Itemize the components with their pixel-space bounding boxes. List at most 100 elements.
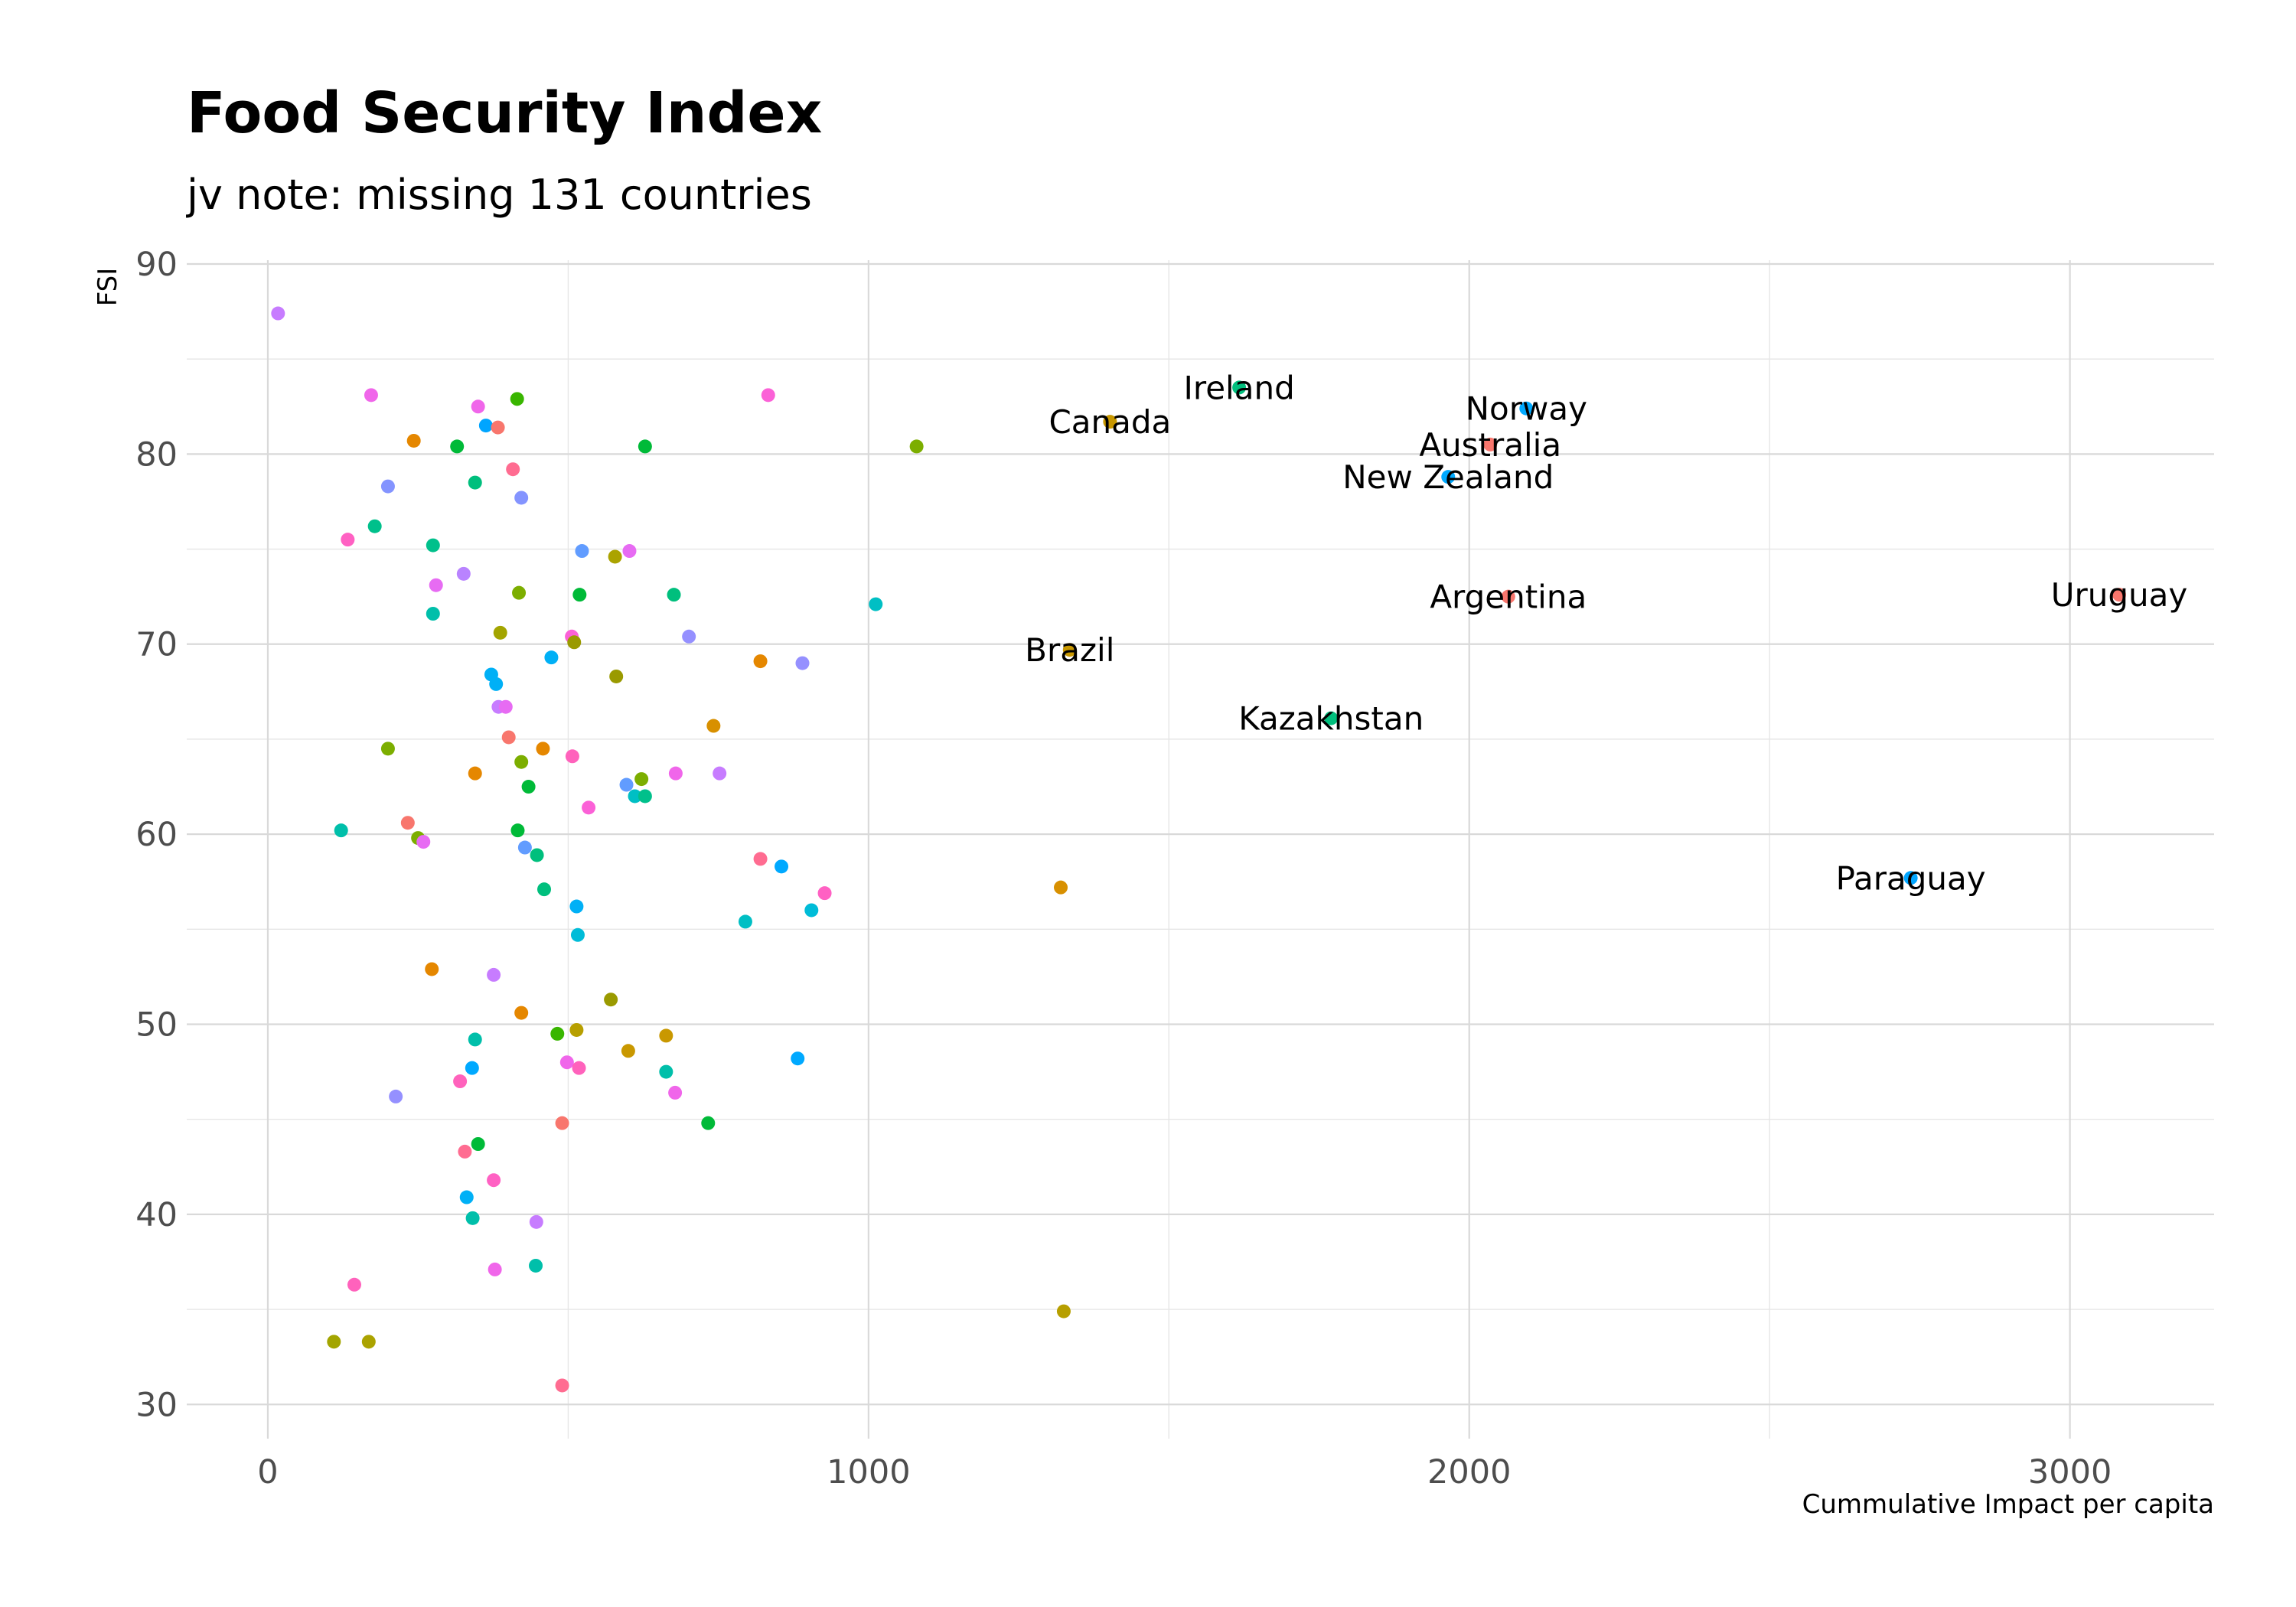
data-point: [478, 419, 493, 433]
data-point: [1903, 871, 1918, 885]
data-point: [619, 777, 634, 792]
data-point: [380, 479, 395, 494]
data-point: [638, 439, 652, 454]
data-point: [501, 730, 516, 745]
data-point: [487, 967, 501, 982]
data-point: [514, 491, 529, 505]
data-point: [706, 719, 721, 733]
data-point: [406, 433, 421, 448]
data-point: [468, 766, 482, 781]
data-point: [608, 549, 622, 564]
data-point: [380, 742, 395, 756]
data-point: [1501, 589, 1515, 604]
data-point: [327, 1335, 341, 1349]
data-point: [1441, 470, 1456, 484]
country-label: Canada: [1049, 403, 1171, 441]
data-point: [361, 1335, 376, 1349]
data-point: [659, 1028, 673, 1043]
data-point: [510, 823, 525, 838]
country-label: Norway: [1466, 390, 1587, 428]
data-point: [510, 392, 524, 406]
data-point: [450, 439, 465, 454]
y-tick-label: 60: [135, 816, 178, 854]
data-point: [459, 1190, 474, 1204]
data-point: [609, 669, 624, 683]
data-point: [271, 306, 285, 321]
data-point: [1062, 643, 1077, 657]
data-point: [425, 962, 439, 976]
data-point: [1483, 437, 1498, 451]
data-point: [536, 742, 550, 756]
data-point: [529, 1214, 543, 1229]
data-point: [468, 475, 482, 490]
data-point: [544, 650, 559, 665]
data-point: [738, 914, 752, 929]
data-point: [791, 1051, 805, 1066]
data-point: [667, 588, 681, 602]
data-point: [1519, 401, 1534, 416]
country-label: Ireland: [1183, 369, 1294, 406]
data-point: [334, 823, 348, 838]
data-point: [491, 420, 505, 435]
data-point: [555, 1378, 569, 1393]
data-point: [575, 544, 589, 559]
y-axis-title: FSI: [93, 268, 123, 307]
data-point: [489, 676, 504, 691]
data-point: [367, 519, 382, 533]
x-tick-label: 3000: [2028, 1453, 2112, 1491]
country-label: Paraguay: [1836, 859, 1986, 897]
data-point: [514, 755, 529, 769]
data-point: [817, 886, 832, 901]
data-point: [753, 654, 768, 669]
data-point: [465, 1061, 479, 1075]
data-point: [1054, 880, 1068, 895]
data-point: [471, 399, 485, 414]
data-point: [621, 1044, 635, 1058]
data-point: [795, 656, 810, 670]
data-point: [458, 1144, 472, 1159]
data-point: [604, 993, 618, 1007]
data-point: [364, 388, 378, 403]
data-point: [530, 848, 544, 862]
y-tick-label: 80: [135, 435, 178, 474]
data-point: [465, 1211, 480, 1225]
data-point: [2112, 588, 2126, 602]
country-label: Uruguay: [2051, 576, 2188, 614]
data-point: [529, 1258, 543, 1273]
data-point: [582, 800, 596, 815]
x-axis-title: Cummulative Impact per capita: [1802, 1489, 2214, 1520]
data-point: [341, 533, 355, 547]
x-tick-label: 2000: [1427, 1453, 1511, 1491]
data-point: [567, 635, 582, 650]
data-point: [1232, 380, 1247, 395]
country-label: New Zealand: [1342, 458, 1554, 496]
data-point: [565, 749, 579, 764]
chart-title: Food Security Index: [187, 80, 823, 146]
data-point: [634, 772, 649, 787]
data-point: [682, 629, 696, 644]
data-point: [1324, 711, 1339, 725]
data-point: [869, 597, 883, 611]
data-point: [426, 607, 440, 621]
data-point: [1103, 415, 1117, 429]
data-point: [569, 1022, 584, 1037]
y-tick-label: 40: [135, 1196, 178, 1234]
x-tick-label: 0: [257, 1453, 278, 1491]
data-point: [517, 840, 532, 855]
gridlines: [187, 260, 2214, 1439]
data-point: [701, 1116, 716, 1130]
data-point: [537, 882, 552, 897]
data-point: [559, 1055, 574, 1070]
y-tick-label: 70: [135, 626, 178, 664]
data-point: [622, 544, 637, 559]
data-point: [668, 766, 683, 781]
country-label: Kazakhstan: [1238, 700, 1424, 738]
data-point: [659, 1064, 673, 1079]
data-point: [555, 1116, 569, 1130]
y-tick-label: 30: [135, 1386, 178, 1424]
y-tick-label: 50: [135, 1006, 178, 1045]
data-point: [775, 859, 789, 874]
data-point: [753, 852, 768, 866]
data-point: [347, 1277, 361, 1292]
